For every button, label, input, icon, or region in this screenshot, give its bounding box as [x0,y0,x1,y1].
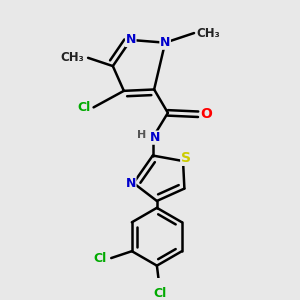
Text: Cl: Cl [153,287,166,300]
Text: N: N [160,36,170,49]
Text: CH₃: CH₃ [197,27,220,40]
Text: Cl: Cl [94,252,107,265]
Text: CH₃: CH₃ [60,51,84,64]
Text: S: S [181,151,191,165]
Text: H: H [136,130,146,140]
Text: Cl: Cl [78,101,91,114]
Text: O: O [200,107,212,121]
Text: N: N [125,33,136,46]
Text: N: N [125,177,136,190]
Text: N: N [150,131,160,144]
